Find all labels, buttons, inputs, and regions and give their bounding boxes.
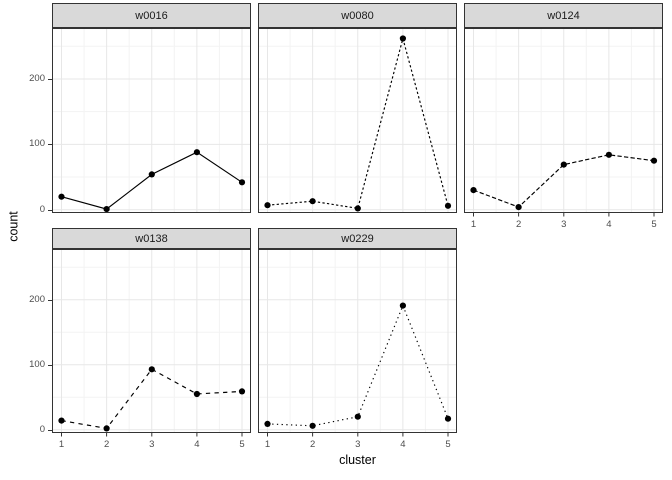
data-point	[560, 161, 567, 168]
data-point	[103, 206, 110, 213]
data-point	[264, 420, 271, 427]
y-tick-mark	[48, 209, 52, 211]
x-axis: 1 2 3 4 5	[59, 433, 245, 450]
facet-title: w0080	[341, 9, 374, 22]
data-point	[148, 366, 155, 373]
facet-plot: 1 2 3 4 5	[464, 28, 663, 230]
x-tick-label: 5	[445, 439, 450, 450]
x-tick-label: 5	[651, 219, 656, 230]
y-tick-label: 0	[39, 423, 45, 435]
data-point	[354, 205, 361, 212]
x-tick-label: 2	[516, 219, 521, 230]
data-point	[193, 149, 200, 156]
data-point	[193, 390, 200, 398]
grid-major	[52, 249, 251, 433]
data-point	[354, 413, 361, 420]
facet-strip: w0016	[52, 3, 251, 28]
x-tick-label: 2	[104, 439, 109, 450]
facet-panel-w0080: w0080	[258, 3, 457, 214]
data-points	[58, 149, 246, 213]
facet-panel-w0124: w0124 1 2 3 4 5	[464, 3, 663, 231]
data-point	[309, 198, 316, 205]
x-tick-label: 4	[400, 439, 405, 450]
facet-panel-w0138: w0138 1 2 3 4 5	[52, 228, 251, 451]
facet-title: w0016	[135, 9, 168, 22]
x-tick-label: 2	[310, 439, 315, 450]
x-tick-label: 3	[561, 219, 566, 230]
data-point	[148, 171, 155, 178]
x-tick-label: 4	[606, 219, 611, 230]
data-point	[58, 193, 65, 200]
facet-panel-w0229: w0229 1 2 3 4 5	[258, 228, 457, 451]
facet-title: w0229	[341, 232, 374, 245]
y-tick-label: 100	[29, 138, 45, 150]
facet-plot	[52, 28, 251, 213]
y-tick-mark	[48, 79, 52, 80]
data-points	[264, 35, 452, 212]
y-tick-mark	[48, 144, 52, 146]
facet-strip: w0229	[258, 228, 457, 249]
facet-plot	[258, 28, 457, 213]
y-tick-label: 100	[29, 358, 45, 370]
y-tick-label: 0	[39, 203, 45, 215]
data-points	[58, 366, 246, 432]
grid-major	[464, 28, 663, 213]
y-tick-mark	[48, 364, 52, 366]
x-tick-label: 1	[59, 439, 64, 450]
data-point	[309, 422, 316, 429]
x-tick-label: 3	[355, 439, 360, 450]
data-points	[264, 302, 452, 429]
x-tick-label: 3	[149, 439, 154, 450]
data-point	[444, 415, 452, 422]
data-point	[399, 302, 406, 309]
facet-title: w0138	[135, 232, 168, 245]
data-point	[515, 204, 522, 211]
data-point	[605, 151, 612, 158]
x-axis: 1 2 3 4 5	[471, 213, 657, 230]
data-point	[238, 388, 246, 395]
data-point	[650, 157, 658, 164]
y-tick-mark	[48, 429, 52, 431]
data-point	[58, 417, 65, 424]
data-point	[444, 202, 452, 209]
data-points	[470, 151, 658, 211]
x-tick-label: 5	[239, 439, 244, 450]
x-tick-label: 1	[471, 219, 476, 230]
x-axis: 1 2 3 4 5	[265, 433, 451, 450]
grid-minor	[52, 249, 251, 433]
facet-plot: 1 2 3 4 5	[258, 249, 457, 450]
x-tick-label: 4	[194, 439, 199, 450]
x-tick-label: 1	[265, 439, 270, 450]
facet-strip: w0124	[464, 3, 663, 28]
grid-major	[52, 28, 251, 213]
facet-plot: 1 2 3 4 5	[52, 249, 251, 450]
data-point	[470, 187, 477, 194]
facet-strip: w0138	[52, 228, 251, 249]
data-point	[238, 179, 246, 186]
facet-strip: w0080	[258, 3, 457, 28]
y-tick-label: 200	[29, 73, 45, 84]
grid-major	[258, 249, 457, 433]
facet-panel-w0016: w0016	[52, 3, 251, 214]
y-tick-mark	[48, 299, 52, 301]
x-axis-title: cluster	[339, 453, 376, 467]
y-tick-label: 200	[29, 293, 45, 305]
grid-minor	[258, 28, 457, 213]
data-point	[399, 35, 406, 42]
data-point	[264, 202, 271, 209]
facet-title: w0124	[547, 9, 580, 22]
data-point	[103, 425, 110, 432]
